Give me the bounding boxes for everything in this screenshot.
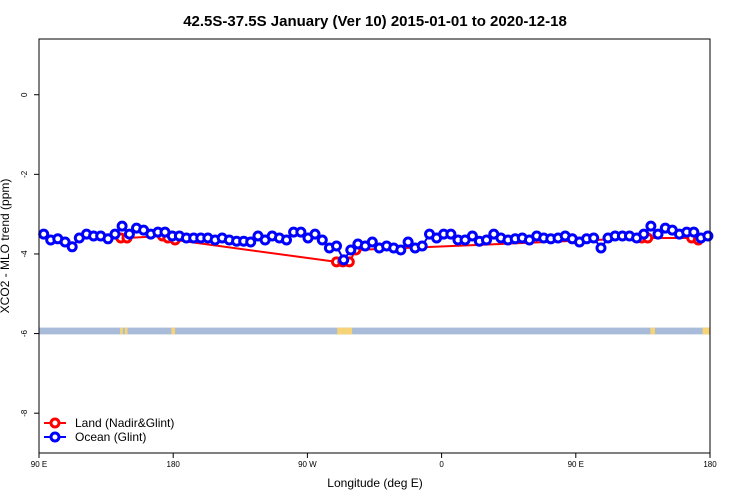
data-point: [395, 244, 407, 256]
land-segment: [650, 327, 656, 335]
data-point: [316, 234, 328, 246]
data-point: [123, 228, 135, 240]
x-axis-label: Longitude (deg E): [327, 476, 422, 490]
data-point: [652, 228, 664, 240]
y-tick-label: -6: [20, 329, 29, 337]
data-point: [345, 244, 357, 256]
x-tick-label: 90 E: [31, 460, 47, 469]
land-segment: [337, 327, 353, 335]
x-tick-label: 90 E: [568, 460, 584, 469]
y-tick-label: -2: [20, 170, 29, 178]
chart-title: 42.5S-37.5S January (Ver 10) 2015-01-01 …: [183, 13, 567, 30]
data-point: [588, 232, 600, 244]
data-point: [702, 230, 714, 242]
land-segment: [702, 327, 710, 335]
y-tick-label: -8: [20, 409, 29, 417]
land-ocean-strip: [39, 327, 710, 335]
data-point: [366, 236, 378, 248]
legend-marker: [49, 417, 61, 429]
data-point: [338, 254, 350, 266]
x-tick-label: 90 W: [298, 460, 317, 469]
data-point: [38, 228, 50, 240]
land-segment: [120, 327, 123, 335]
data-point: [416, 240, 428, 252]
data-point: [638, 228, 650, 240]
x-axis: 90 E 180 90 W 0 90 E 180: [31, 453, 717, 469]
data-point: [295, 226, 307, 238]
plot-frame: [38, 38, 711, 454]
data-point: [116, 220, 128, 232]
data-point: [402, 236, 414, 248]
data-point: [445, 228, 457, 240]
data-point: [102, 233, 114, 245]
data-point: [281, 234, 292, 246]
legend: Land (Nadir&Glint)Ocean (Glint): [44, 416, 174, 444]
legend-label: Land (Nadir&Glint): [75, 416, 174, 430]
land-segment: [124, 327, 128, 335]
data-point: [109, 228, 121, 240]
y-tick-label: -4: [20, 250, 29, 258]
x-tick-label: 0: [439, 460, 444, 469]
legend-marker: [49, 431, 61, 443]
data-point: [331, 240, 342, 252]
x-tick-label: 180: [703, 460, 717, 469]
y-axis: 0 -2 -4 -6 -8: [20, 92, 39, 417]
data-point: [481, 234, 492, 246]
data-point: [645, 220, 657, 232]
ocean-strip: [39, 327, 710, 335]
data-point: [688, 226, 700, 238]
data-point: [466, 230, 478, 242]
y-tick-label: 0: [20, 92, 29, 97]
legend-label: Ocean (Glint): [75, 430, 146, 444]
y-axis-label: XCO2 - MLO trend (ppm): [0, 179, 12, 314]
x-tick-label: 180: [167, 460, 181, 469]
data-point: [66, 241, 78, 253]
series-layer: [38, 220, 714, 268]
land-segment: [171, 327, 176, 335]
data-point: [245, 236, 257, 248]
data-point: [309, 228, 321, 240]
data-point: [595, 242, 607, 254]
series-ocean: [38, 220, 714, 266]
data-point: [59, 236, 71, 248]
